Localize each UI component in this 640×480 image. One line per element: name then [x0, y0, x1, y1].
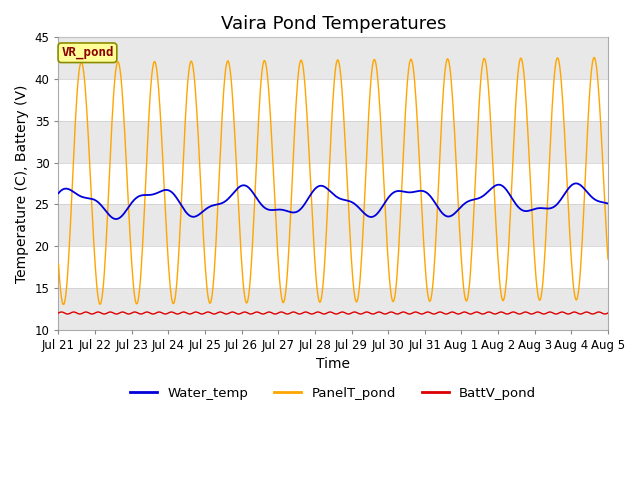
Bar: [58, 37, 608, 79]
Legend: Water_temp, PanelT_pond, BattV_pond: Water_temp, PanelT_pond, BattV_pond: [125, 382, 541, 405]
Bar: [58, 288, 608, 330]
X-axis label: Time: Time: [316, 357, 350, 372]
Text: VR_pond: VR_pond: [61, 46, 114, 60]
Bar: [58, 121, 608, 163]
Bar: [58, 204, 608, 246]
Title: Vaira Pond Temperatures: Vaira Pond Temperatures: [221, 15, 446, 33]
Y-axis label: Temperature (C), Battery (V): Temperature (C), Battery (V): [15, 84, 29, 283]
